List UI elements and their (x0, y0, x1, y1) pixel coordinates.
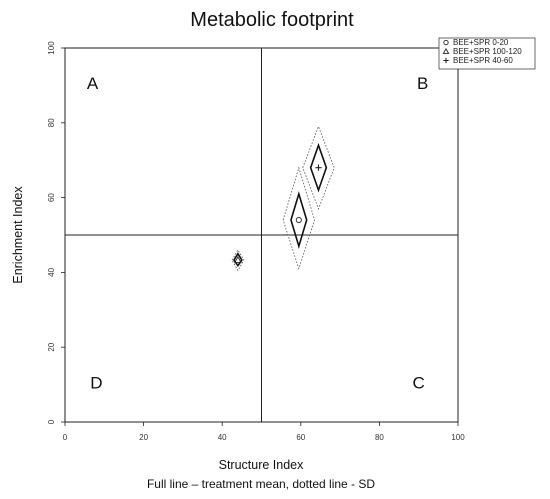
y-tick-label: 80 (47, 118, 56, 127)
series-point-circle (282, 166, 315, 270)
y-axis: 0 20 40 60 80 100 (47, 41, 65, 424)
sd-diamond (231, 249, 245, 272)
y-tick-label: 100 (47, 41, 56, 55)
circle-marker (295, 216, 302, 224)
sd-diamond (282, 166, 315, 270)
legend-entry-label: BEE+SPR 0-20 (453, 38, 509, 47)
series-point-triangle (231, 249, 245, 272)
chart-title: Metabolic footprint (190, 9, 354, 31)
y-tick-label: 20 (47, 342, 56, 351)
x-tick-label: 100 (451, 433, 465, 442)
circle-marker (443, 39, 449, 46)
plus-marker (443, 57, 449, 64)
triangle-marker (442, 47, 450, 54)
sd-diamond (302, 125, 335, 210)
mean-diamond (290, 191, 308, 250)
triangle-marker (234, 256, 242, 263)
x-tick-label: 40 (218, 433, 227, 442)
mean-diamond (233, 252, 243, 268)
data-marks (231, 125, 335, 272)
x-axis: 0 20 40 60 80 100 (63, 422, 465, 442)
mean-diamond (309, 142, 328, 193)
plus-marker (315, 164, 322, 171)
series-point-plus (302, 125, 335, 210)
quadrant-label-d: D (90, 373, 102, 392)
y-axis-label: Enrichment Index (11, 186, 25, 284)
chart-caption: Full line – treatment mean, dotted line … (147, 477, 375, 491)
quadrant-label-b: B (417, 74, 428, 93)
x-tick-label: 80 (375, 433, 384, 442)
y-tick-label: 60 (47, 193, 56, 202)
legend-entry-label: BEE+SPR 40-60 (453, 56, 513, 65)
x-axis-label: Structure Index (219, 458, 305, 472)
x-tick-label: 60 (296, 433, 305, 442)
y-tick-label: 40 (47, 267, 56, 276)
x-tick-label: 20 (139, 433, 148, 442)
quadrant-label-c: C (413, 373, 425, 392)
quadrant-label-a: A (87, 74, 99, 93)
legend-entry-label: BEE+SPR 100-120 (453, 47, 522, 56)
legend-box (438, 37, 536, 70)
reference-lines (65, 48, 458, 422)
y-tick-label: 0 (47, 419, 56, 424)
quadrant-labels: A B C D (87, 74, 428, 392)
x-tick-label: 0 (63, 433, 68, 442)
